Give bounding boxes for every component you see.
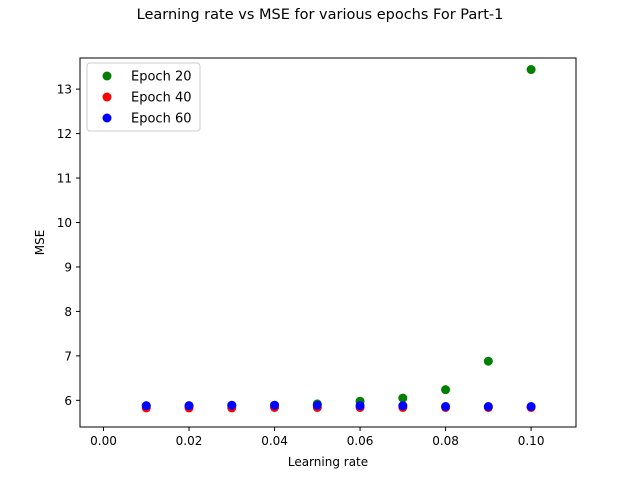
legend-label: Epoch 60 [131, 112, 191, 127]
legend-label: Epoch 40 [131, 91, 191, 106]
data-point-epoch-60 [141, 401, 151, 411]
data-point-epoch-60 [398, 401, 408, 411]
data-point-epoch-20 [483, 356, 493, 366]
y-tick-label: 11 [57, 172, 72, 186]
legend-box [86, 62, 201, 132]
chart-title: Learning rate vs MSE for various epochs … [136, 7, 504, 23]
data-point-epoch-20 [441, 385, 451, 395]
y-tick-label: 7 [64, 349, 72, 363]
y-tick-label: 13 [57, 83, 72, 97]
plot-frame [79, 57, 577, 428]
y-tick-label: 8 [64, 305, 72, 319]
x-tick-label: 0.02 [176, 434, 203, 448]
data-point-epoch-60 [441, 402, 451, 412]
x-tick-label: 0.06 [347, 434, 374, 448]
x-tick-label: 0.10 [518, 434, 545, 448]
data-point-epoch-60 [227, 400, 237, 410]
legend-marker [102, 113, 112, 123]
y-tick-label: 6 [64, 394, 72, 408]
data-point-epoch-60 [312, 400, 322, 410]
data-point-epoch-60 [526, 402, 536, 412]
x-tick-label: 0.08 [432, 434, 459, 448]
data-point-epoch-20 [526, 65, 536, 75]
data-point-epoch-60 [355, 401, 365, 411]
y-tick-label: 10 [57, 216, 72, 230]
data-point-epoch-20 [398, 393, 408, 403]
legend-label: Epoch 20 [131, 70, 191, 85]
legend-marker [102, 92, 112, 102]
y-axis-label: MSE [33, 230, 47, 256]
x-tick-label: 0.00 [90, 434, 117, 448]
y-tick-label: 9 [64, 260, 72, 274]
data-point-epoch-60 [483, 402, 493, 412]
legend-marker [102, 71, 112, 81]
data-point-epoch-60 [270, 400, 280, 410]
y-tick-label: 12 [57, 127, 72, 141]
x-axis-label: Learning rate [288, 455, 368, 469]
data-point-epoch-60 [184, 401, 194, 411]
x-tick-label: 0.04 [261, 434, 288, 448]
